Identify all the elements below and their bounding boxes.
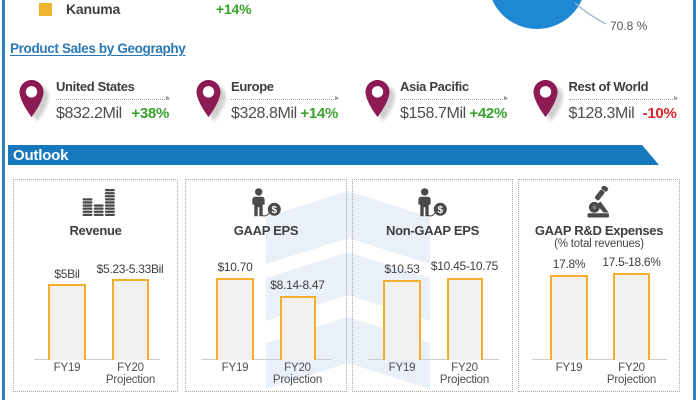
geo-value-row: $158.7Mil +42% xyxy=(400,105,507,123)
bar-value-label: $5Bil xyxy=(54,267,80,281)
bar-value-label: $5.23-5.33Bil xyxy=(96,262,164,276)
panel-gaap-rd-expenses xyxy=(518,179,680,392)
x-axis-line xyxy=(201,358,332,360)
pie-slice-label: 70.8 % xyxy=(610,19,648,33)
panel-title: Revenue xyxy=(69,222,122,238)
bar-value-label: $10.45-10.75 xyxy=(430,259,499,273)
bar-fy19 xyxy=(550,275,588,360)
bar-fy20 xyxy=(613,273,650,360)
geo-value: $832.2Mil xyxy=(56,105,122,122)
dotted-arrow-icon xyxy=(568,95,678,101)
geo-value: $328.8Mil xyxy=(231,105,297,122)
geo-text-block: Asia Pacific $158.7Mil +42% xyxy=(400,78,508,123)
bar-value-label: $8.14-8.47 xyxy=(270,278,325,292)
geo-value-row: $328.8Mil +14% xyxy=(231,105,338,123)
coins-icon xyxy=(82,189,115,216)
geo-name: Rest of World xyxy=(568,79,649,94)
outlook-banner: Outlook xyxy=(8,145,659,165)
geo-change: -10% xyxy=(642,105,677,122)
kanuma-legend-change: +14% xyxy=(216,1,252,17)
geo-value-row: $128.3Mil -10% xyxy=(569,105,677,123)
page-border-right xyxy=(693,0,696,400)
bar-fy19 xyxy=(48,284,86,360)
x-axis-label: FY19 xyxy=(555,362,583,374)
panel-gaap-eps xyxy=(185,179,347,392)
geo-text-block: Europe $328.8Mil +14% xyxy=(231,78,339,123)
bar-fy19 xyxy=(383,280,421,360)
map-pin-icon xyxy=(196,80,226,122)
bar-fy20 xyxy=(279,296,316,360)
geo-change: +38% xyxy=(131,105,169,122)
geo-text-block: Rest of World $128.3Mil -10% xyxy=(568,78,678,123)
bar-value-label: 17.8% xyxy=(552,257,586,271)
x-axis-label: FY20 Projection xyxy=(272,362,323,386)
svg-text:$: $ xyxy=(272,205,278,216)
pie-chart xyxy=(492,0,607,29)
x-axis-line xyxy=(368,358,499,360)
kanuma-legend-label: Kanuma xyxy=(66,1,121,17)
kanuma-legend-swatch xyxy=(39,3,52,16)
microscope-icon xyxy=(587,186,609,218)
geo-change: +42% xyxy=(469,105,507,122)
person-dollar-icon: $ xyxy=(252,188,281,217)
panel-title: GAAP EPS xyxy=(233,222,299,238)
x-axis-label: FY20 Projection xyxy=(606,362,657,386)
bar-value-label: $10.70 xyxy=(217,260,253,274)
svg-text:$: $ xyxy=(438,205,444,216)
page-border-left xyxy=(2,0,5,400)
geo-name: United States xyxy=(56,79,135,94)
map-pin-icon xyxy=(19,80,49,122)
geo-change: +14% xyxy=(300,105,338,122)
bar-fy19 xyxy=(216,278,254,360)
outlook-title: Outlook xyxy=(13,147,69,164)
panel-revenue xyxy=(13,179,178,392)
panel-non-gaap-eps xyxy=(352,179,513,392)
panel-title: GAAP R&D Expenses xyxy=(534,222,664,238)
geo-name: Asia Pacific xyxy=(400,79,469,94)
map-pin-icon xyxy=(533,80,563,122)
x-axis-label: FY19 xyxy=(388,362,416,374)
map-pin-icon xyxy=(365,80,395,122)
dotted-arrow-icon xyxy=(400,95,508,101)
bar-fy20 xyxy=(112,279,149,360)
panel-subtitle: (% total revenues) xyxy=(554,238,644,250)
dotted-arrow-icon xyxy=(231,95,339,101)
panel-title: Non-GAAP EPS xyxy=(386,222,479,238)
geo-name: Europe xyxy=(231,79,274,94)
geo-value: $158.7Mil xyxy=(400,105,466,122)
bar-value-label: 17.5-18.6% xyxy=(602,255,661,269)
geo-section-heading[interactable]: Product Sales by Geography xyxy=(10,41,186,56)
bar-fy20 xyxy=(446,278,483,360)
dotted-arrow-icon xyxy=(56,95,170,101)
person-dollar-icon: $ xyxy=(418,188,447,217)
x-axis-line xyxy=(532,358,667,360)
geo-value: $128.3Mil xyxy=(568,105,635,122)
geo-value-row: $832.2Mil +38% xyxy=(56,105,169,123)
x-axis-label: FY19 xyxy=(221,362,249,374)
geo-text-block: United States $832.2Mil +38% xyxy=(56,78,170,123)
x-axis-label: FY20 Projection xyxy=(439,362,490,386)
x-axis-label: FY20 Projection xyxy=(105,362,156,386)
bar-value-label: $10.53 xyxy=(384,262,420,276)
x-axis-line xyxy=(34,358,160,360)
x-axis-label: FY19 xyxy=(53,362,81,374)
